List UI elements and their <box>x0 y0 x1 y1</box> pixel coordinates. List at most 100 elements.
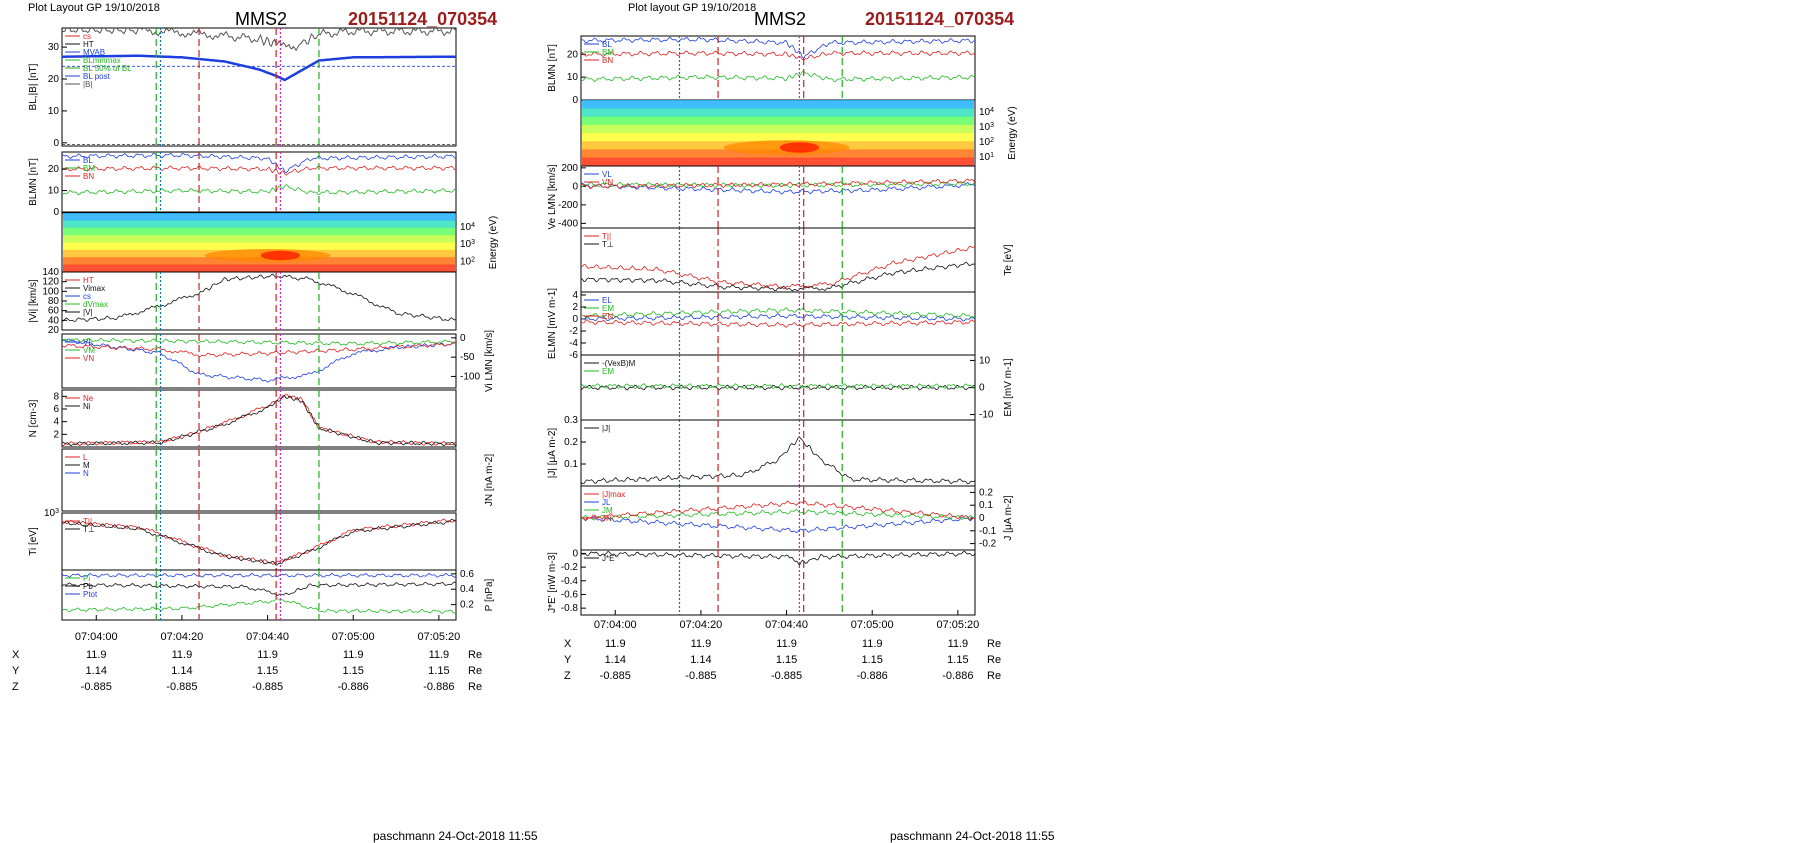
orbit-value: -0.886 <box>423 681 454 693</box>
orbit-value: -0.885 <box>685 670 716 682</box>
y-axis-label: J [μA m-2] <box>1003 495 1014 540</box>
panel-frame <box>580 549 976 616</box>
y-tick-label: -200 <box>558 200 578 211</box>
y-tick-label: 102 <box>979 137 994 149</box>
spectrogram-band <box>63 213 455 221</box>
legend-label: |V| <box>83 308 93 317</box>
x-tick-label: 07:04:40 <box>765 619 808 631</box>
series-t- <box>581 245 975 290</box>
legend-label: cs <box>83 32 91 41</box>
legend-label: M <box>83 461 90 470</box>
y-axis-label: N [cm-3] <box>28 399 39 437</box>
y-tick-label: 103 <box>979 122 994 134</box>
y-tick-label: 0.1 <box>564 459 578 470</box>
panel-frame <box>61 569 457 621</box>
y-tick-label: 0.2 <box>564 437 578 448</box>
panel-frame <box>61 271 457 331</box>
panel-7: 103 Ti [eV] T||T⊥ <box>28 508 457 571</box>
panel-frame <box>580 291 976 356</box>
orbit-value: 1.15 <box>257 665 278 677</box>
y-axis-label: |Vi| [km/s] <box>28 279 39 323</box>
y-tick-label: 0.3 <box>564 415 578 426</box>
panel-1: 101 102 103 104 Energy (eV) <box>580 99 1018 167</box>
legend-label: J*E' <box>602 554 616 563</box>
panel-frame <box>580 419 976 487</box>
series--b- <box>62 28 456 52</box>
y-tick-label: 0 <box>979 383 985 394</box>
panel-6: 0.1 0.2 0.3 |J| [μA m-2] |J| <box>547 415 976 487</box>
series-pi <box>62 598 456 614</box>
spacecraft-title: MMS2 <box>754 9 807 29</box>
y-tick-label: 0 <box>572 95 578 106</box>
orbit-value: -0.885 <box>771 670 802 682</box>
orbit-value: -0.886 <box>942 670 973 682</box>
legend-label: BL post <box>83 72 111 81</box>
series-vn <box>581 178 975 189</box>
legend-label: BN <box>83 172 94 181</box>
series-pb <box>62 581 456 596</box>
y-tick-label: 0 <box>979 513 985 524</box>
y-axis-label: BLMN [nT] <box>547 44 558 92</box>
legend-label: Pb <box>83 582 93 591</box>
x-tick-label: 07:04:00 <box>594 619 637 631</box>
series-bn <box>62 165 456 176</box>
y-axis-label: BL,|B| [nT] <box>28 63 39 110</box>
footer-text: paschmann 24-Oct-2018 11:55 <box>373 829 538 843</box>
orbit-value: 1.14 <box>171 665 192 677</box>
orbit-value: 11.9 <box>691 638 712 650</box>
y-tick-label: 0.2 <box>460 600 474 611</box>
series-ne <box>62 393 456 447</box>
event-id: 20151124_070354 <box>348 9 498 29</box>
y-tick-label: 60 <box>48 306 60 317</box>
y-tick-label: 0 <box>460 333 466 344</box>
y-axis-label: BLMN [nT] <box>28 158 39 206</box>
y-tick-label: 10 <box>979 355 991 366</box>
y-tick-label: 10 <box>48 106 60 117</box>
series-bn <box>581 50 975 61</box>
orbit-value: -0.885 <box>252 681 283 693</box>
y-tick-label: -10 <box>979 410 994 421</box>
y-tick-label: 140 <box>42 267 59 278</box>
orbit-value: 1.14 <box>605 654 626 666</box>
legend-label: T|| <box>602 232 611 241</box>
panel-frame <box>580 227 976 293</box>
y-tick-label: 0 <box>53 138 59 149</box>
orbit-value: 11.9 <box>776 638 797 650</box>
panel-frame <box>61 27 457 147</box>
legend-label: BLminmax <box>83 56 121 65</box>
legend-label: HT <box>83 40 94 49</box>
panel-6: JN [nA m-2] LMN <box>61 448 495 512</box>
y-tick-label: 0 <box>53 207 59 218</box>
spectrogram-band <box>63 264 455 273</box>
orbit-unit: Re <box>468 649 482 661</box>
spectrogram-band <box>582 157 974 167</box>
y-tick-label: 0.6 <box>460 569 474 580</box>
y-tick-label: 103 <box>460 239 475 251</box>
series-bm <box>62 183 456 196</box>
legend-label: VL <box>602 170 612 179</box>
series-jn <box>581 500 975 521</box>
legend-label: Ni <box>83 402 91 411</box>
panel-frame <box>61 151 457 213</box>
y-axis-label: |J| [μA m-2] <box>547 428 558 479</box>
series-ni <box>62 395 456 447</box>
y-axis-label: Ti [eV] <box>28 527 39 556</box>
orbit-value: 1.15 <box>428 665 449 677</box>
orbit-value: 11.9 <box>948 638 969 650</box>
series-bl <box>62 152 456 174</box>
y-tick-label: -400 <box>558 218 578 229</box>
spectrogram-band <box>582 133 974 142</box>
x-tick-label: 07:04:40 <box>246 631 289 643</box>
x-tick-label: 07:04:20 <box>160 631 203 643</box>
orbit-value: 1.15 <box>776 654 797 666</box>
y-tick-label: 200 <box>561 163 578 174</box>
y-tick-label: -4 <box>569 338 578 349</box>
y-axis-label: P [nPa] <box>484 578 495 611</box>
orbit-value: 11.9 <box>605 638 626 650</box>
y-tick-label: 2 <box>53 429 59 440</box>
